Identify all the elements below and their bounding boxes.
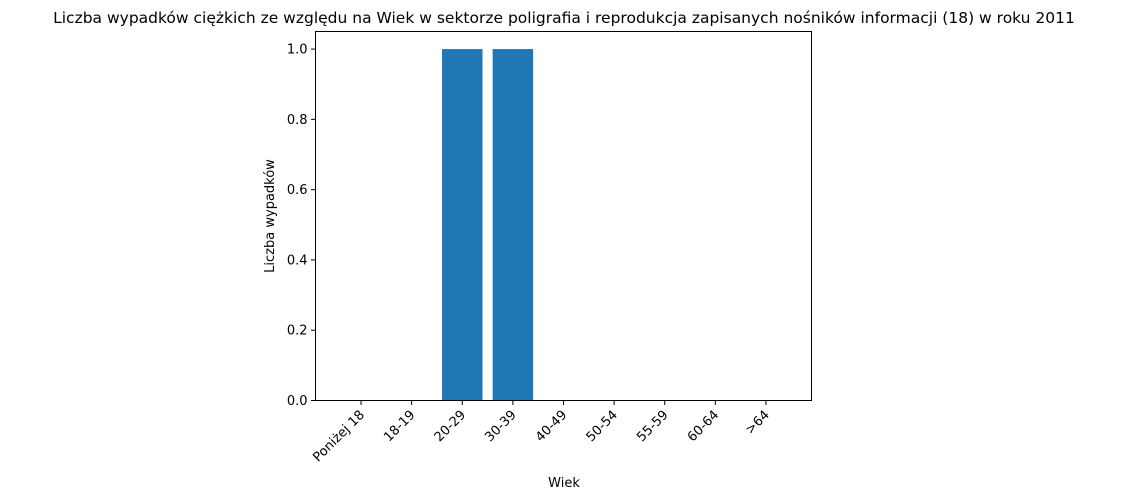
y-axis-label: Liczba wypadków [263, 159, 278, 273]
x-tick-label: 18-19 [381, 408, 418, 445]
y-tick-label: 0.4 [287, 253, 308, 268]
y-tick-label: 0.6 [287, 183, 308, 198]
x-tick-label: 40-49 [533, 408, 570, 445]
bar-20-29 [442, 49, 483, 401]
y-tick-label: 0.8 [287, 113, 308, 128]
x-tick-label: >64 [743, 408, 773, 438]
x-tick-label: 55-59 [634, 408, 671, 445]
y-tick-label: 1.0 [287, 43, 308, 58]
y-tick-label: 0.0 [287, 394, 308, 409]
x-tick-label: 60-64 [685, 408, 722, 445]
x-axis-label: Wiek [548, 476, 580, 491]
y-axis: 0.0 0.2 0.4 0.6 0.8 1.0 [287, 43, 316, 409]
y-tick-label: 0.2 [287, 324, 308, 339]
plot-frame [315, 31, 812, 401]
x-axis: Poniżej 18 18-19 20-29 30-39 40-49 50-54 55-59… [310, 400, 773, 465]
x-tick-label: Poniżej 18 [310, 408, 367, 465]
bars-group [442, 49, 534, 401]
x-tick-label: 30-39 [482, 408, 519, 445]
bar-30-39 [492, 49, 534, 401]
chart-title: Liczba wypadków ciężkich ze względu na W… [53, 9, 1075, 27]
x-tick-label: 50-54 [584, 408, 621, 445]
x-tick-label: 20-29 [432, 408, 469, 445]
